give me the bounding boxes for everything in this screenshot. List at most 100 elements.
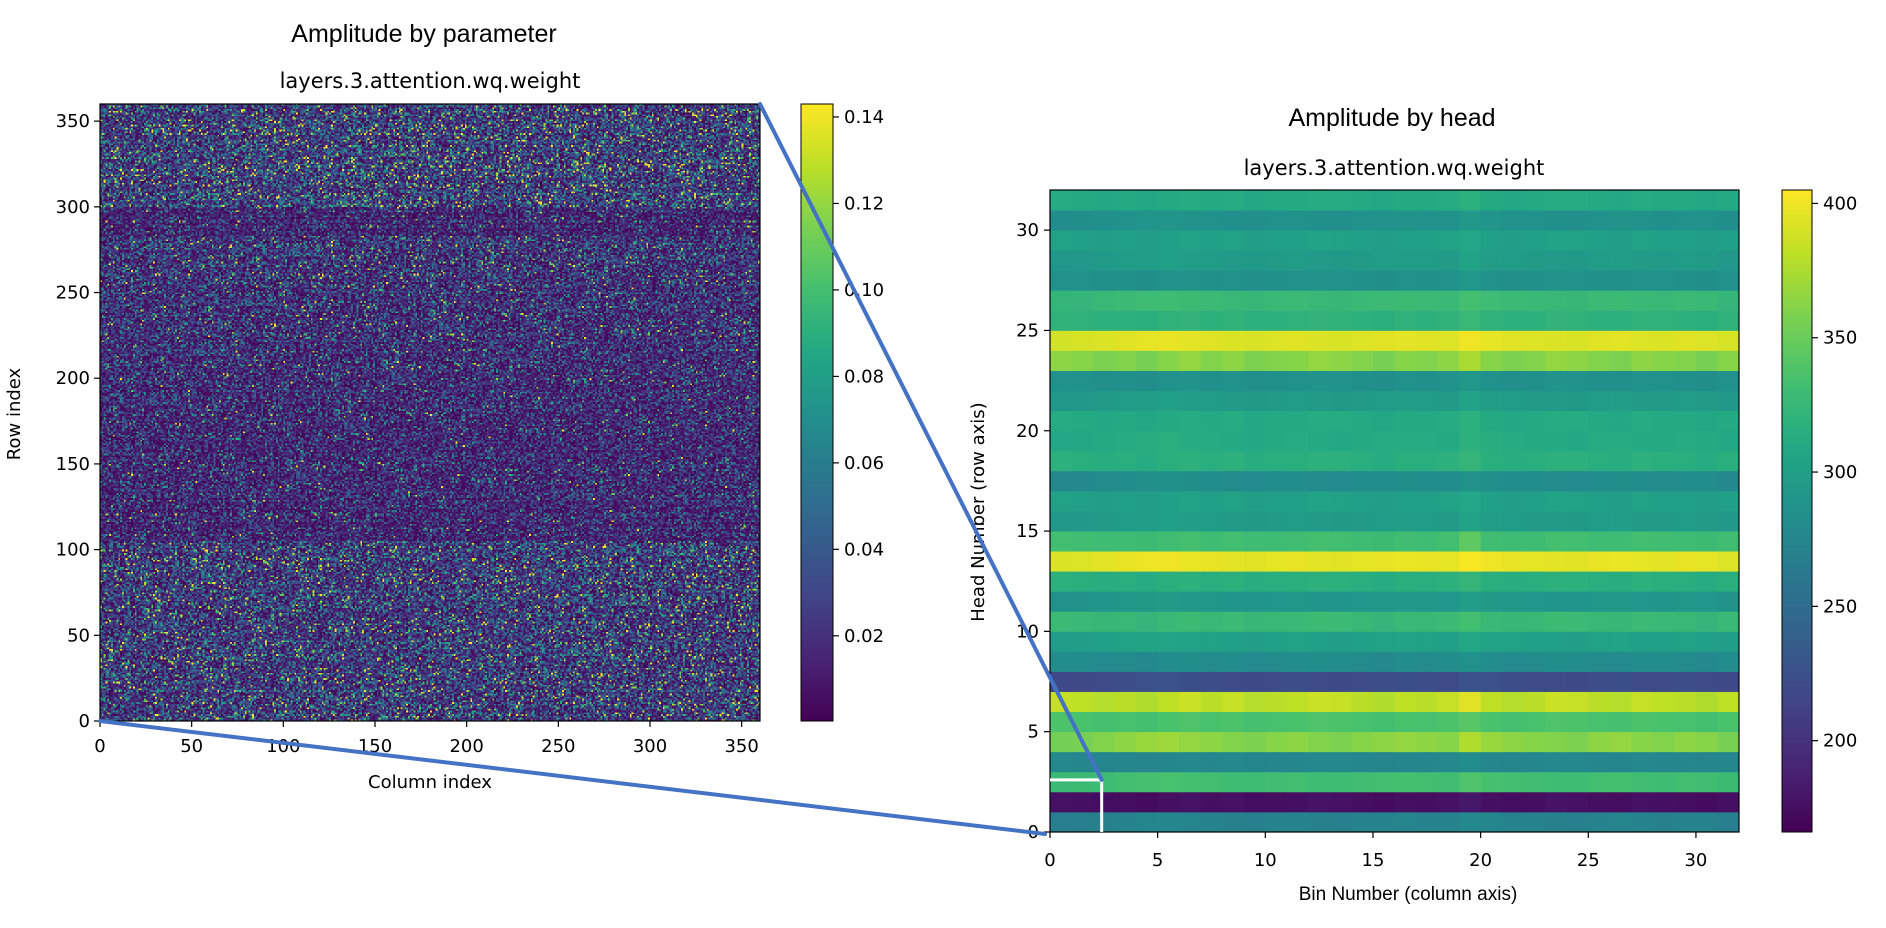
heatmap-cell [1631, 190, 1654, 211]
heatmap-cell [1114, 511, 1137, 532]
heatmap-cell [1136, 210, 1159, 231]
heatmap-cell [1695, 430, 1718, 452]
heatmap-cell [1351, 270, 1374, 291]
heatmap-cell [1265, 791, 1288, 813]
heatmap-cell [1588, 430, 1611, 452]
heatmap-cell [1502, 250, 1525, 271]
heatmap-cell [1695, 651, 1718, 672]
heatmap-cell [1609, 691, 1632, 713]
heatmap-cell [1480, 210, 1503, 231]
heatmap-cell [1631, 751, 1654, 773]
heatmap-cell [1523, 290, 1546, 311]
heatmap-cell [1372, 250, 1395, 271]
heatmap-cell [1286, 731, 1309, 753]
heatmap-cell [1502, 230, 1525, 251]
heatmap-cell [1286, 611, 1309, 632]
heatmap-cell [1609, 250, 1632, 271]
heatmap-cell [1222, 210, 1245, 231]
right-y-tick-label: 25 [1016, 320, 1039, 341]
heatmap-cell [1394, 250, 1417, 271]
heatmap-cell [1674, 190, 1697, 211]
heatmap-cell [1093, 791, 1115, 813]
heatmap-cell [1674, 791, 1697, 813]
heatmap-cell [1200, 651, 1223, 672]
heatmap-cell [1351, 330, 1374, 351]
heatmap-cell [1351, 370, 1374, 392]
heatmap-cell [1416, 671, 1438, 692]
heatmap-cell [1545, 791, 1568, 813]
heatmap-cell [1372, 551, 1395, 572]
heatmap-cell [1717, 290, 1740, 311]
heatmap-cell [1243, 250, 1266, 271]
heatmap-cell [1545, 571, 1568, 592]
heatmap-cell [1351, 711, 1374, 733]
heatmap-cell [1588, 270, 1611, 291]
heatmap-cell [1329, 430, 1352, 452]
heatmap-cell [1157, 591, 1180, 612]
heatmap-cell [1286, 551, 1309, 572]
heatmap-cell [1286, 430, 1309, 452]
heatmap-cell [1114, 671, 1137, 692]
heatmap-cell [1502, 310, 1525, 331]
heatmap-cell [1480, 711, 1503, 733]
heatmap-cell [1416, 531, 1438, 552]
heatmap-cell [1179, 591, 1202, 612]
heatmap-cell [1416, 310, 1438, 331]
heatmap-cell [1286, 571, 1309, 592]
heatmap-cell [1222, 611, 1245, 632]
heatmap-cell [1351, 230, 1374, 251]
heatmap-cell [1372, 330, 1395, 351]
heatmap-cell [1480, 571, 1503, 592]
heatmap-cell [1502, 791, 1525, 813]
heatmap-cell [1437, 310, 1460, 331]
heatmap-cell [1308, 771, 1331, 793]
heatmap-cell [1093, 671, 1115, 692]
heatmap-cell [1308, 551, 1331, 572]
heatmap-cell [1502, 811, 1525, 833]
heatmap-cell [1609, 751, 1632, 773]
heatmap-cell [1566, 230, 1589, 251]
heatmap-cell [1566, 350, 1589, 371]
heatmap-cell [1308, 350, 1331, 371]
heatmap-cell [1394, 310, 1417, 331]
heatmap-cell [1394, 611, 1417, 632]
heatmap-cell [1459, 450, 1482, 472]
heatmap-cell [1588, 370, 1611, 392]
heatmap-cell [1394, 210, 1417, 231]
heatmap-cell [1286, 811, 1309, 833]
heatmap-cell [1588, 751, 1611, 773]
heatmap-cell [1588, 611, 1611, 632]
heatmap-cell [1480, 370, 1503, 392]
heatmap-cell [1695, 470, 1718, 492]
heatmap-cell [1631, 470, 1654, 492]
heatmap-cell [1523, 571, 1546, 592]
heatmap-cell [1243, 811, 1266, 833]
heatmap-cell [1416, 591, 1438, 612]
heatmap-cell [1631, 791, 1654, 813]
heatmap-cell [1351, 651, 1374, 672]
heatmap-cell [1114, 250, 1137, 271]
heatmap-cell [1416, 450, 1438, 472]
right-colorbar-tick-label: 200 [1823, 731, 1857, 752]
heatmap-cell [1566, 791, 1589, 813]
heatmap-cell [1179, 771, 1202, 793]
heatmap-cell [1136, 430, 1159, 452]
heatmap-cell [1480, 551, 1503, 572]
heatmap-cell [1437, 511, 1460, 532]
zoom-connector-line-bottom [98, 719, 1047, 836]
heatmap-cell [1351, 450, 1374, 472]
heatmap-cell [1351, 591, 1374, 612]
heatmap-cell [1480, 230, 1503, 251]
heatmap-cell [1093, 190, 1115, 211]
heatmap-cell [1114, 370, 1137, 392]
heatmap-cell [1265, 631, 1288, 652]
heatmap-cell [1243, 450, 1266, 472]
heatmap-cell [1652, 771, 1675, 793]
heatmap-cell [1243, 490, 1266, 512]
heatmap-cell [1437, 591, 1460, 612]
heatmap-cell [1437, 751, 1460, 773]
heatmap-cell [1286, 310, 1309, 331]
heatmap-cell [1588, 210, 1611, 231]
heatmap-cell [1222, 410, 1245, 432]
heatmap-cell [1136, 190, 1159, 211]
